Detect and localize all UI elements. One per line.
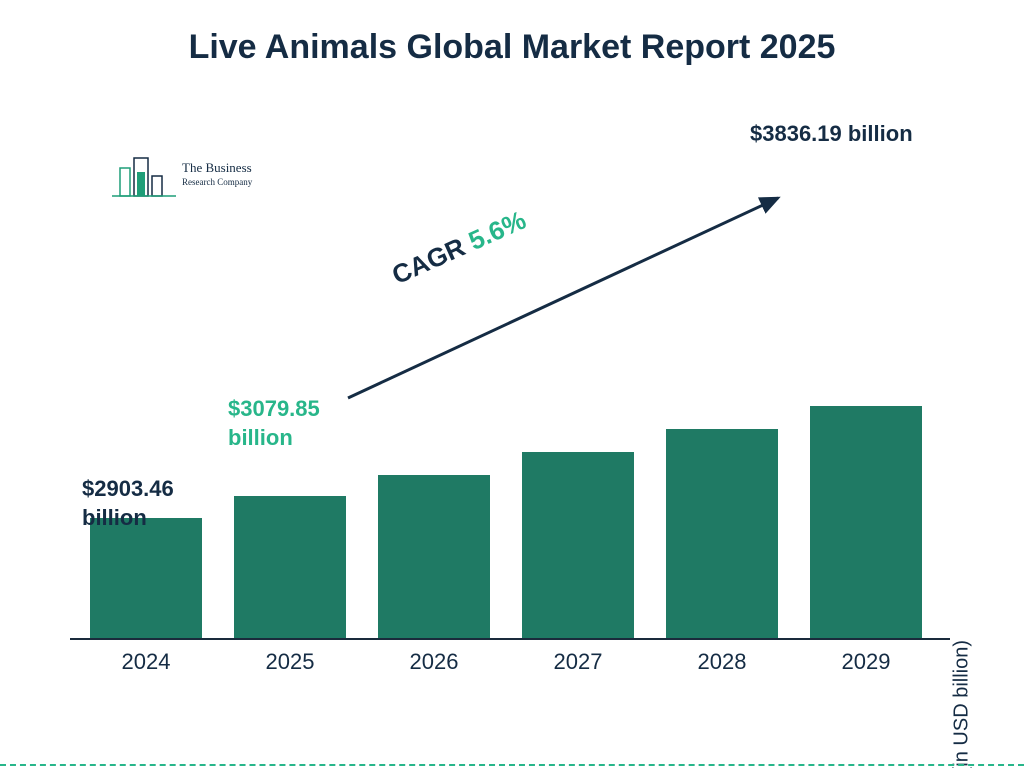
bottom-dashed-line [0, 764, 1024, 766]
value-label-1: $3079.85billion [228, 395, 320, 452]
value-label-0: $2903.46billion [82, 475, 174, 532]
chart-container: Live Animals Global Market Report 2025 T… [0, 0, 1024, 768]
value-label-2: $3836.19 billion [750, 120, 913, 149]
trend-arrow [0, 0, 1024, 768]
